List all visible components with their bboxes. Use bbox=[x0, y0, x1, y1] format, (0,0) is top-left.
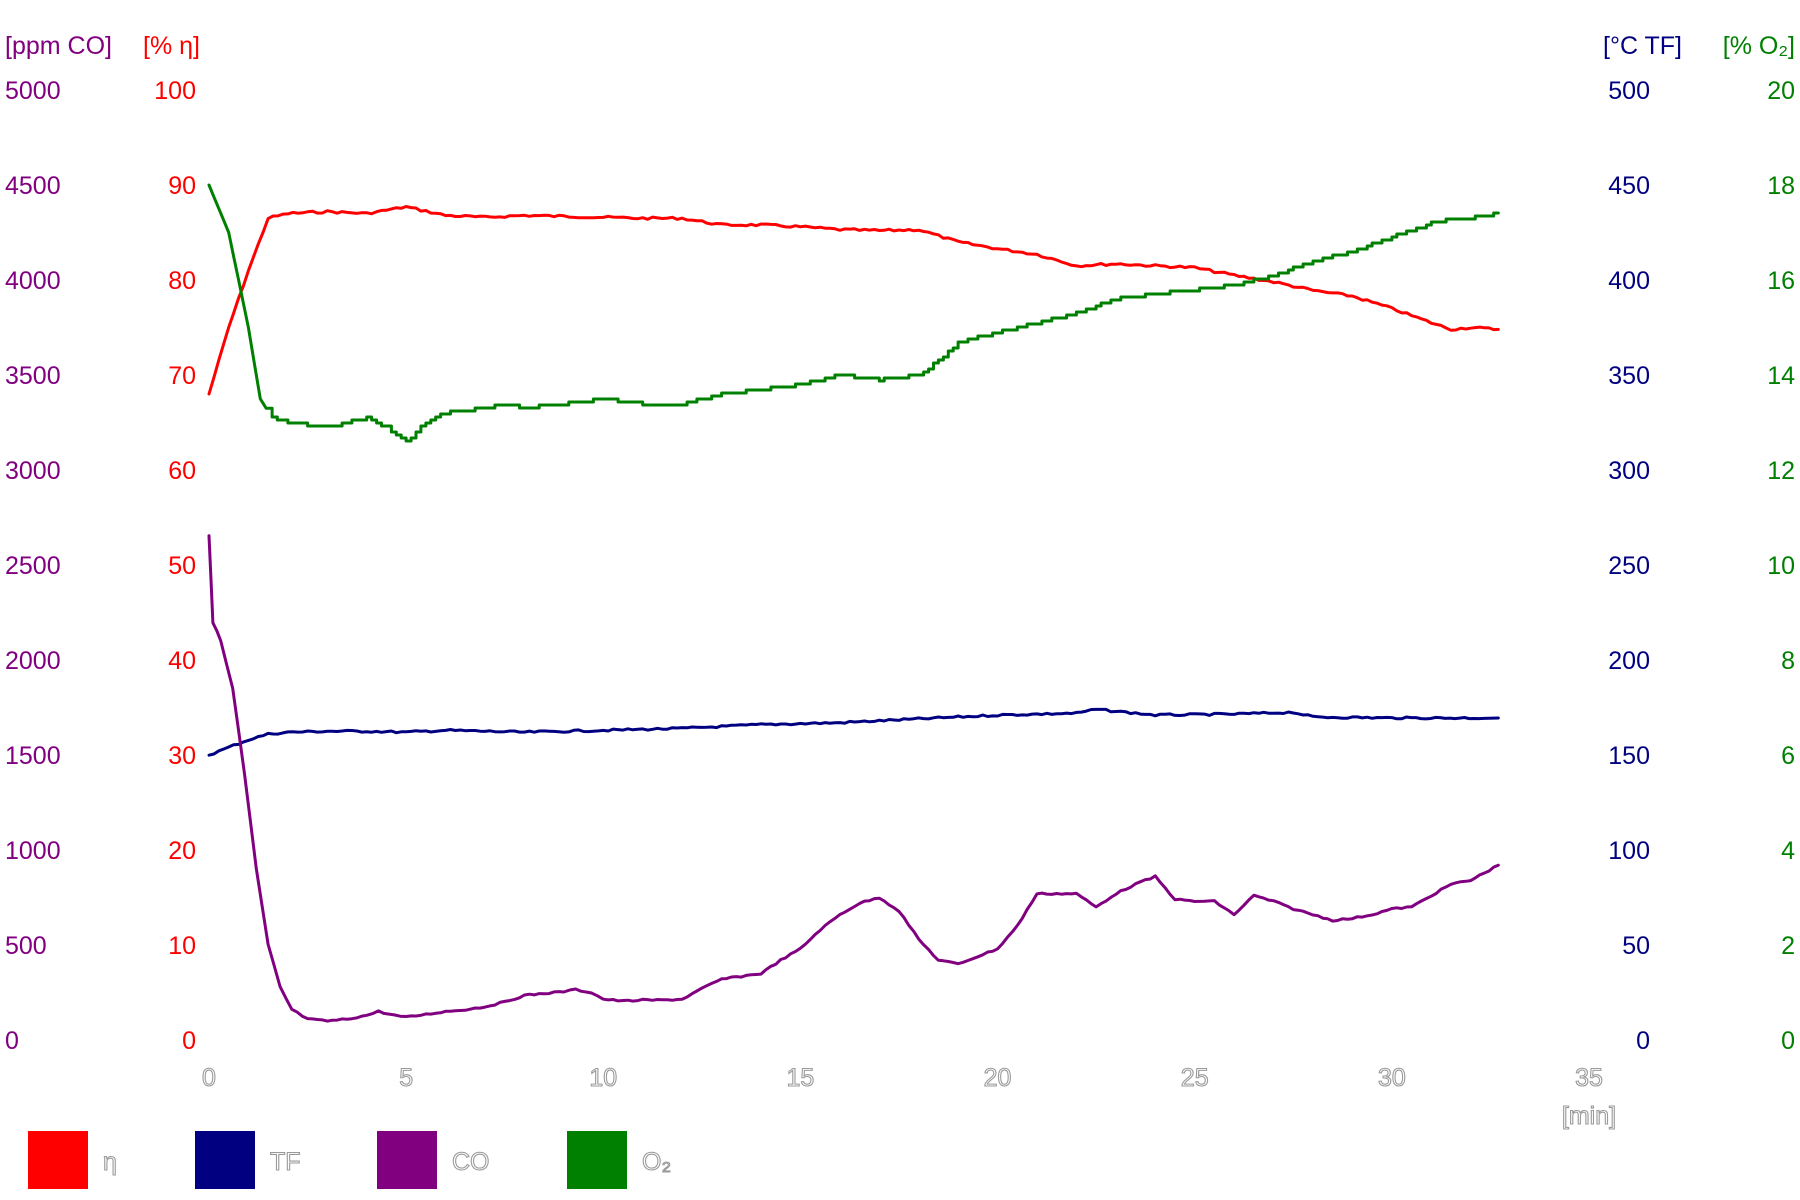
legend-swatch-eta bbox=[28, 1131, 88, 1189]
y-tick-co: 1500 bbox=[5, 742, 61, 770]
y-tick-o2: 10 bbox=[1767, 552, 1795, 580]
y-tick-tf: 400 bbox=[1608, 267, 1650, 295]
y-tick-eta: 80 bbox=[168, 267, 196, 295]
y-tick-o2: 0 bbox=[1781, 1027, 1795, 1055]
y-tick-eta: 50 bbox=[168, 552, 196, 580]
y-tick-co: 5000 bbox=[5, 77, 61, 105]
legend-label-co: CO bbox=[452, 1148, 490, 1176]
y-tick-o2: 16 bbox=[1767, 267, 1795, 295]
y-axis-unit-tf: [°C TF] bbox=[1603, 32, 1682, 60]
x-tick: 35 bbox=[1575, 1064, 1603, 1092]
legend-label-tf: TF bbox=[270, 1148, 301, 1176]
y-tick-co: 4000 bbox=[5, 267, 61, 295]
y-axis-unit-eta: [% η] bbox=[143, 32, 200, 60]
y-tick-co: 3000 bbox=[5, 457, 61, 485]
y-tick-eta: 20 bbox=[168, 837, 196, 865]
y-tick-o2: 4 bbox=[1781, 837, 1795, 865]
y-axes: [ppm CO]05001000150020002500300035004000… bbox=[5, 32, 1795, 1055]
y-tick-tf: 200 bbox=[1608, 647, 1650, 675]
y-tick-eta: 60 bbox=[168, 457, 196, 485]
x-tick: 10 bbox=[589, 1064, 617, 1092]
y-tick-eta: 40 bbox=[168, 647, 196, 675]
y-axis-unit-o2: [% O₂] bbox=[1723, 32, 1795, 60]
y-tick-o2: 14 bbox=[1767, 362, 1795, 390]
legend-item-tf: TF bbox=[195, 1131, 301, 1189]
legend-label-o2: O₂ bbox=[642, 1148, 671, 1176]
y-tick-o2: 2 bbox=[1781, 932, 1795, 960]
y-tick-eta: 30 bbox=[168, 742, 196, 770]
y-tick-tf: 100 bbox=[1608, 837, 1650, 865]
y-axis-eta: [% η] 0 10 20 30 40 50 60 70 80 90 100 bbox=[143, 32, 200, 1055]
y-tick-co: 2000 bbox=[5, 647, 61, 675]
y-tick-eta: 100 bbox=[154, 77, 196, 105]
x-tick: 30 bbox=[1378, 1064, 1406, 1092]
y-tick-co: 500 bbox=[5, 932, 47, 960]
series-line-eta bbox=[207, 205, 1500, 396]
y-tick-o2: 20 bbox=[1767, 77, 1795, 105]
y-tick-tf: 0 bbox=[1636, 1027, 1650, 1055]
x-tick: 5 bbox=[399, 1064, 413, 1092]
legend: η TF CO O₂ bbox=[28, 1131, 672, 1189]
y-axis-tf: [°C TF] 0 50 100 150 200 250 300 350 400 450 500 bbox=[1603, 32, 1682, 1055]
series-layer bbox=[207, 183, 1500, 1023]
y-tick-tf: 450 bbox=[1608, 172, 1650, 200]
y-tick-eta: 90 bbox=[168, 172, 196, 200]
y-axis-unit-co: [ppm CO] bbox=[5, 32, 112, 60]
legend-item-o2: O₂ bbox=[567, 1131, 672, 1189]
y-tick-o2: 8 bbox=[1781, 647, 1795, 675]
y-tick-o2: 12 bbox=[1767, 457, 1795, 485]
y-tick-tf: 300 bbox=[1608, 457, 1650, 485]
y-tick-eta: 0 bbox=[182, 1027, 196, 1055]
legend-item-co: CO bbox=[377, 1131, 490, 1189]
series-line-tf bbox=[207, 707, 1500, 757]
y-tick-o2: 18 bbox=[1767, 172, 1795, 200]
y-tick-tf: 250 bbox=[1608, 552, 1650, 580]
x-tick: 25 bbox=[1181, 1064, 1209, 1092]
legend-item-eta: η bbox=[28, 1131, 117, 1189]
y-tick-co: 0 bbox=[5, 1027, 19, 1055]
y-tick-co: 1000 bbox=[5, 837, 61, 865]
legend-swatch-o2 bbox=[567, 1131, 627, 1189]
y-tick-eta: 10 bbox=[168, 932, 196, 960]
y-tick-co: 2500 bbox=[5, 552, 61, 580]
y-tick-tf: 350 bbox=[1608, 362, 1650, 390]
series-line-o2 bbox=[207, 183, 1500, 443]
y-tick-co: 3500 bbox=[5, 362, 61, 390]
legend-swatch-tf bbox=[195, 1131, 255, 1189]
x-axis-unit: [min] bbox=[1562, 1102, 1616, 1130]
x-tick: 0 bbox=[202, 1064, 216, 1092]
x-tick: 15 bbox=[787, 1064, 815, 1092]
y-tick-co: 4500 bbox=[5, 172, 61, 200]
y-axis-o2: [% O₂] 0 2 4 6 8 10 12 14 16 18 20 bbox=[1723, 32, 1795, 1055]
x-tick: 20 bbox=[984, 1064, 1012, 1092]
y-tick-o2: 6 bbox=[1781, 742, 1795, 770]
legend-label-eta: η bbox=[103, 1148, 117, 1176]
y-tick-tf: 500 bbox=[1608, 77, 1650, 105]
x-axis: 0 5 10 15 20 25 30 35 [min] bbox=[201, 1063, 1616, 1130]
y-tick-eta: 70 bbox=[168, 362, 196, 390]
y-axis-co: [ppm CO] 0 500 1000 1500 2000 2500 3000 3500 4000… bbox=[5, 32, 112, 1055]
series-line-co bbox=[207, 534, 1500, 1023]
y-tick-tf: 150 bbox=[1608, 742, 1650, 770]
y-tick-tf: 50 bbox=[1622, 932, 1650, 960]
legend-swatch-co bbox=[377, 1131, 437, 1189]
